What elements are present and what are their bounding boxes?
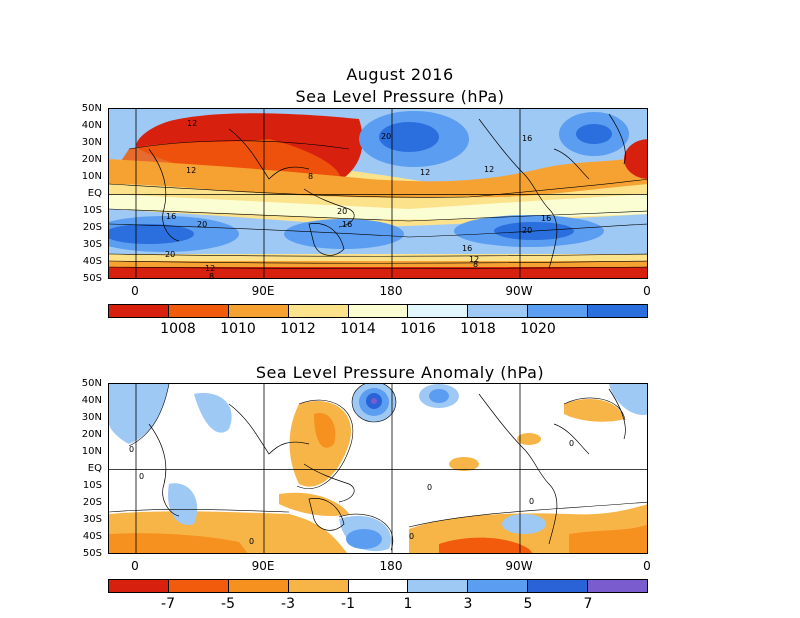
colorbar-swatch xyxy=(348,580,409,592)
lon-label: 180 xyxy=(379,559,403,573)
slp-map: 12 20 12 12 16 8 12 16 20 16 20 20 16 12… xyxy=(108,108,648,279)
lat-label: 40S xyxy=(82,256,102,267)
contour-label: 0 xyxy=(409,532,414,541)
contour-label: 20 xyxy=(165,250,175,259)
panel-title-anom: Sea Level Pressure Anomaly (hPa) xyxy=(255,363,545,382)
colorbar-label: 1016 xyxy=(400,321,436,337)
colorbar-label: 1020 xyxy=(520,321,556,337)
colorbar-swatch xyxy=(408,305,469,317)
colorbar-label: -3 xyxy=(281,596,295,612)
lat-label: 40N xyxy=(81,395,102,406)
contour-label: 16 xyxy=(166,212,176,221)
lon-label: 0 xyxy=(643,284,651,298)
figure-title: August 2016 xyxy=(346,65,454,84)
contour-label: 20 xyxy=(337,207,347,216)
colorbar-label: 1014 xyxy=(340,321,376,337)
colorbar-swatch xyxy=(468,305,529,317)
contour-label: 16 xyxy=(522,134,532,143)
lat-label: 30N xyxy=(81,137,102,148)
lat-label: EQ xyxy=(87,463,102,474)
lon-label: 0 xyxy=(643,559,651,573)
colorbar-label: -7 xyxy=(161,596,175,612)
contour-label: 16 xyxy=(342,220,352,229)
lat-label: 50N xyxy=(81,103,102,114)
panel-title-slp: Sea Level Pressure (hPa) xyxy=(295,87,505,106)
lat-label: 40N xyxy=(81,120,102,131)
lat-label: 20S xyxy=(82,222,102,233)
colorbar-label: -5 xyxy=(221,596,235,612)
colorbar-label: 7 xyxy=(583,596,593,612)
lat-label: 10N xyxy=(81,171,102,182)
lat-label: 10S xyxy=(82,480,102,491)
lon-label: 90E xyxy=(251,284,275,298)
lon-label: 0 xyxy=(131,284,139,298)
contour-label: 8 xyxy=(209,272,214,279)
colorbar-label: 1018 xyxy=(460,321,496,337)
colorbar-label: 1008 xyxy=(160,321,196,337)
colorbar-swatch xyxy=(348,305,409,317)
colorbar-label: 1 xyxy=(403,596,413,612)
colorbar-swatch xyxy=(588,580,648,592)
colorbar-swatch xyxy=(288,305,349,317)
slp-colorbar xyxy=(108,304,648,318)
contour-label: 0 xyxy=(427,483,432,492)
lat-label: 40S xyxy=(82,531,102,542)
lat-label: 20N xyxy=(81,429,102,440)
lat-label: 10N xyxy=(81,446,102,457)
lat-label: 20S xyxy=(82,497,102,508)
contour-label: 12 xyxy=(187,119,197,128)
contour-label: 0 xyxy=(249,537,254,546)
lon-label: 0 xyxy=(131,559,139,573)
colorbar-label: 1012 xyxy=(280,321,316,337)
colorbar-label: 1010 xyxy=(220,321,256,337)
lat-label: 30N xyxy=(81,412,102,423)
lat-label: 10S xyxy=(82,205,102,216)
contour-label: 12 xyxy=(469,255,479,264)
lon-label: 90W xyxy=(505,284,533,298)
contour-label: 16 xyxy=(462,244,472,253)
colorbar-swatch xyxy=(228,305,289,317)
contour-label: 20 xyxy=(522,226,532,235)
colorbar-swatch xyxy=(109,305,169,317)
lon-label: 90W xyxy=(505,559,533,573)
colorbar-swatch xyxy=(228,580,289,592)
colorbar-swatch xyxy=(168,305,229,317)
lon-label: 180 xyxy=(379,284,403,298)
lat-label: 50S xyxy=(82,273,102,284)
colorbar-swatch xyxy=(408,580,469,592)
colorbar-swatch xyxy=(528,580,589,592)
lat-label: 30S xyxy=(82,514,102,525)
contour-label: 12 xyxy=(420,168,430,177)
colorbar-swatch xyxy=(588,305,648,317)
contour-label: 20 xyxy=(197,220,207,229)
contour-label: 12 xyxy=(186,166,196,175)
colorbar-swatch xyxy=(528,305,589,317)
anom-colorbar xyxy=(108,579,648,593)
colorbar-label: 5 xyxy=(523,596,533,612)
contour-label: 20 xyxy=(381,132,391,141)
colorbar-label: -1 xyxy=(341,596,355,612)
contour-label: 8 xyxy=(308,172,313,181)
contour-label: 0 xyxy=(139,472,144,481)
lat-label: 50N xyxy=(81,378,102,389)
contour-label: 12 xyxy=(205,264,215,273)
lat-label: EQ xyxy=(87,188,102,199)
lon-label: 90E xyxy=(251,559,275,573)
lat-label: 20N xyxy=(81,154,102,165)
contour-label: 0 xyxy=(569,439,574,448)
contour-label: 16 xyxy=(541,214,551,223)
colorbar-label: 3 xyxy=(463,596,473,612)
lat-label: 30S xyxy=(82,239,102,250)
lat-label: 50S xyxy=(82,548,102,559)
contour-label: 0 xyxy=(129,445,134,454)
contour-label: 8 xyxy=(473,260,478,269)
anom-map: 0 0 0 0 0 0 0 xyxy=(108,383,648,554)
contour-label: 12 xyxy=(484,165,494,174)
colorbar-swatch xyxy=(288,580,349,592)
colorbar-swatch xyxy=(109,580,169,592)
colorbar-swatch xyxy=(468,580,529,592)
colorbar-swatch xyxy=(168,580,229,592)
contour-label: 0 xyxy=(529,497,534,506)
